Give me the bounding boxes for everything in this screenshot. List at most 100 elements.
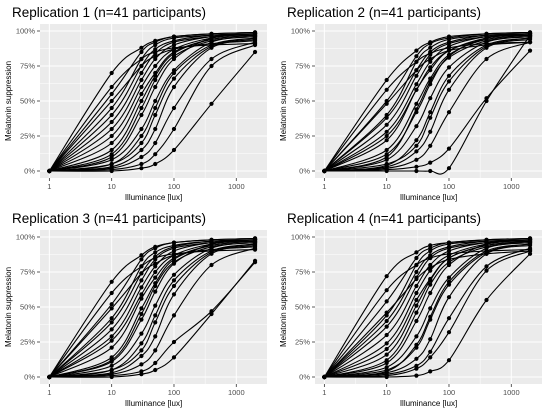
data-point	[446, 316, 452, 321]
data-point	[384, 299, 389, 304]
data-point	[428, 282, 433, 287]
data-point	[153, 112, 158, 118]
data-point	[414, 149, 419, 154]
data-point	[109, 161, 114, 167]
data-point	[209, 311, 214, 317]
data-point	[139, 362, 144, 367]
data-point	[209, 63, 214, 69]
data-point	[139, 341, 144, 346]
data-point	[139, 91, 144, 97]
data-point	[153, 126, 158, 132]
y-tick-label: 75%	[20, 268, 35, 277]
data-point	[153, 54, 158, 59]
y-tick-label: 25%	[20, 338, 35, 347]
data-point	[446, 55, 452, 60]
y-tick-label: 75%	[20, 62, 35, 71]
data-point	[109, 157, 114, 162]
y-tick-label: 25%	[20, 132, 35, 141]
data-point	[384, 324, 389, 329]
y-axis-label: Melatonin suppression	[4, 61, 13, 141]
data-point	[414, 101, 419, 106]
data-point	[384, 77, 389, 83]
data-point	[109, 98, 114, 104]
data-point	[139, 77, 144, 83]
data-point	[428, 110, 433, 115]
data-point	[414, 373, 419, 378]
data-point	[171, 126, 177, 132]
data-point	[171, 105, 177, 111]
data-point	[139, 98, 144, 104]
data-point	[153, 289, 158, 294]
data-point	[414, 124, 419, 129]
data-point	[428, 65, 433, 70]
data-point	[484, 251, 489, 256]
data-point	[139, 161, 144, 167]
data-point	[428, 52, 433, 57]
chart-panel-3: Replication 3 (n=41 participants) 1 10 100 1…	[4, 211, 267, 408]
data-point	[171, 246, 177, 251]
data-point	[252, 38, 258, 43]
data-point	[139, 278, 144, 283]
data-point	[171, 272, 177, 277]
data-point	[384, 154, 389, 160]
data-point	[109, 334, 114, 339]
x-tick-label: 1	[47, 182, 51, 191]
data-point	[428, 246, 433, 251]
data-point	[139, 353, 144, 359]
data-point	[384, 115, 389, 120]
data-point	[153, 63, 158, 69]
data-point	[414, 82, 419, 87]
data-point	[414, 68, 419, 73]
data-point	[446, 358, 452, 363]
y-tick-label: 0%	[299, 167, 310, 176]
x-tick-label: 100	[168, 388, 181, 397]
data-point	[139, 311, 144, 317]
data-point	[153, 73, 158, 78]
data-point	[139, 292, 144, 297]
data-point	[428, 306, 433, 311]
data-point	[428, 369, 433, 374]
data-point	[171, 76, 177, 81]
data-point	[139, 257, 144, 262]
y-tick-label: 50%	[20, 97, 35, 106]
data-point	[153, 283, 158, 289]
data-point	[109, 119, 114, 125]
data-point	[153, 269, 158, 275]
y-tick-label: 100%	[291, 233, 311, 242]
x-tick-label: 1000	[228, 182, 245, 191]
data-point	[484, 268, 489, 273]
data-point	[527, 248, 533, 254]
y-tick-label: 50%	[295, 303, 310, 312]
data-point	[446, 275, 452, 280]
data-point	[414, 366, 419, 371]
data-point	[153, 77, 158, 83]
data-point	[414, 276, 419, 282]
data-point	[171, 260, 177, 265]
data-point	[446, 282, 452, 287]
y-tick-label: 100%	[291, 27, 311, 36]
data-point	[109, 84, 114, 90]
data-point	[428, 160, 433, 165]
data-point	[139, 45, 144, 50]
data-point	[414, 48, 419, 53]
data-point	[171, 355, 177, 360]
x-tick-label: 1	[47, 388, 51, 397]
y-tick-label: 0%	[24, 373, 35, 382]
data-point	[414, 262, 419, 268]
data-point	[414, 59, 419, 64]
data-point	[414, 290, 419, 296]
data-point	[153, 84, 158, 90]
data-point	[428, 265, 433, 270]
chart-title: Replication 3 (n=41 participants)	[12, 211, 206, 226]
data-point	[153, 40, 158, 45]
y-axis-label: Melatonin suppression	[279, 61, 288, 141]
data-point	[384, 346, 389, 352]
data-point	[153, 334, 158, 339]
data-point	[384, 332, 389, 338]
data-point	[109, 374, 114, 380]
data-point	[428, 290, 433, 296]
x-tick-label: 1000	[228, 388, 245, 397]
data-point	[428, 96, 433, 101]
x-tick-label: 100	[443, 388, 456, 397]
data-point	[414, 283, 419, 289]
